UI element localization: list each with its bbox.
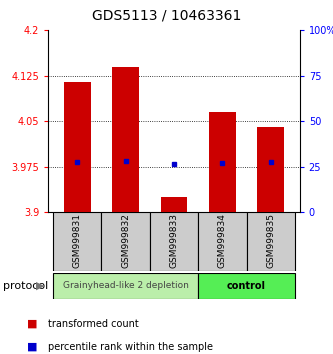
Text: ▶: ▶ [36,281,45,291]
Bar [198,273,295,299]
Text: GSM999831: GSM999831 [73,213,82,268]
Bar [53,273,198,299]
Bar [198,212,246,271]
Text: control: control [227,281,266,291]
Bar [246,212,295,271]
Text: GDS5113 / 10463361: GDS5113 / 10463361 [92,9,241,23]
Text: GSM999835: GSM999835 [266,213,275,268]
Text: GSM999832: GSM999832 [121,213,130,268]
Text: ■: ■ [27,319,37,329]
Bar [64,82,91,212]
Text: transformed count: transformed count [48,319,139,329]
Bar [102,212,150,271]
Text: GSM999833: GSM999833 [169,213,178,268]
Bar [150,212,198,271]
Text: Grainyhead-like 2 depletion: Grainyhead-like 2 depletion [63,281,188,290]
Text: protocol: protocol [3,281,49,291]
Text: ■: ■ [27,342,37,352]
Bar [257,127,284,212]
Text: GSM999834: GSM999834 [218,213,227,268]
Bar [53,212,102,271]
Text: percentile rank within the sample: percentile rank within the sample [48,342,213,352]
Bar [112,67,139,212]
Bar [161,197,187,212]
Bar [209,112,236,212]
